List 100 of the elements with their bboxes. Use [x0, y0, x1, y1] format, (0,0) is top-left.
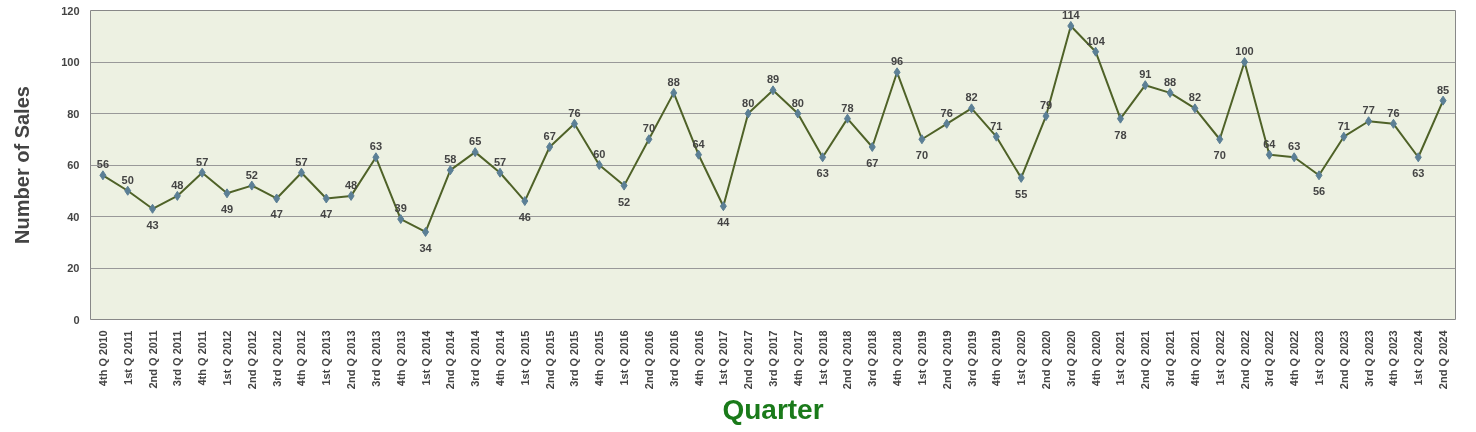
data-label: 76: [568, 106, 581, 119]
data-label: 70: [915, 149, 929, 162]
x-tick-label: 4th Q 2015: [593, 330, 606, 387]
data-label: 71: [1337, 119, 1350, 132]
x-tick-label: 2nd Q 2023: [1337, 330, 1350, 390]
data-label: 44: [717, 216, 731, 229]
x-tick-label: 4th Q 2018: [891, 330, 904, 387]
data-label: 104: [1086, 34, 1106, 47]
data-label: 55: [1015, 187, 1028, 200]
data-label: 70: [1213, 149, 1226, 162]
y-tick-label: 100: [61, 56, 80, 68]
x-tick-label: 3rd Q 2016: [667, 330, 680, 387]
y-tick-label: 20: [67, 262, 80, 274]
x-tick-label: 2nd Q 2021: [1139, 330, 1152, 390]
x-tick-label: 1st Q 2014: [419, 329, 432, 386]
data-label: 50: [121, 173, 134, 186]
x-tick-label: 3rd Q 2014: [469, 329, 482, 387]
x-tick-label: 4th Q 2013: [394, 330, 407, 387]
data-label: 57: [295, 155, 308, 168]
data-label: 78: [841, 101, 854, 114]
x-tick-label: 2nd Q 2012: [245, 330, 258, 390]
data-label: 82: [965, 91, 978, 104]
data-label: 91: [1139, 68, 1152, 81]
data-label: 63: [369, 140, 383, 153]
x-tick-label: 2nd Q 2020: [1040, 330, 1052, 390]
x-tick-label: 1st Q 2012: [221, 330, 233, 386]
y-tick-label: 80: [67, 107, 80, 120]
data-label: 78: [1114, 128, 1127, 141]
x-tick-label: 1st Q 2024: [1412, 329, 1425, 386]
data-label: 89: [766, 73, 780, 86]
data-label: 67: [543, 129, 556, 142]
x-tick-label: 2nd Q 2017: [742, 330, 755, 390]
x-tick-label: 4th Q 2016: [692, 330, 705, 387]
x-tick-label: 1st Q 2023: [1313, 330, 1325, 386]
data-label: 52: [245, 168, 258, 181]
x-tick-label: 3rd Q 2022: [1263, 330, 1276, 387]
x-tick-label: 3rd Q 2011: [171, 330, 184, 387]
data-label: 56: [1312, 185, 1326, 198]
y-axis-title: Number of Sales: [11, 86, 34, 244]
data-label: 46: [518, 211, 531, 224]
data-label: 80: [742, 96, 755, 109]
x-tick-label: 2nd Q 2019: [940, 330, 953, 390]
data-label: 43: [146, 218, 159, 231]
data-label: 49: [220, 203, 234, 216]
x-tick-label: 3rd Q 2017: [767, 330, 779, 387]
x-tick-label: 1st Q 2020: [1015, 330, 1028, 386]
data-label: 76: [940, 106, 953, 119]
data-label: 52: [617, 195, 631, 208]
x-tick-label: 3rd Q 2020: [1064, 330, 1077, 387]
x-tick-label: 4th Q 2019: [990, 330, 1003, 387]
data-label: 67: [866, 156, 879, 169]
x-tick-label: 1st Q 2021: [1114, 330, 1127, 386]
data-label: 114: [1061, 8, 1081, 21]
data-label: 100: [1235, 45, 1254, 57]
data-label: 96: [890, 55, 904, 68]
x-tick-label: 1st Q 2013: [320, 330, 333, 386]
x-tick-label: 3rd Q 2012: [270, 330, 283, 387]
data-label: 56: [96, 158, 110, 171]
data-label: 76: [1387, 106, 1400, 119]
data-label: 70: [642, 122, 656, 135]
y-tick-label: 0: [73, 313, 80, 326]
data-label: 57: [196, 155, 209, 168]
x-tick-label: 4th Q 2014: [494, 329, 506, 387]
y-tick-label: 120: [61, 4, 80, 17]
x-tick-label: 4th Q 2023: [1387, 330, 1400, 387]
x-tick-label: 2nd Q 2016: [642, 330, 655, 390]
x-tick-label: 2nd Q 2022: [1238, 330, 1251, 390]
x-tick-label: 3rd Q 2018: [866, 330, 879, 387]
x-tick-label: 4th Q 2020: [1089, 330, 1102, 387]
data-label: 71: [990, 119, 1003, 132]
x-tick-label: 1st Q 2011: [121, 330, 134, 385]
data-label: 60: [593, 148, 606, 160]
data-label: 63: [1412, 167, 1425, 180]
x-tick-label: 3rd Q 2013: [369, 330, 382, 387]
x-tick-label: 2nd Q 2014: [444, 329, 457, 390]
y-tick-label: 40: [67, 210, 80, 223]
x-tick-label: 2nd Q 2011: [146, 330, 159, 389]
x-tick-label: 1st Q 2019: [915, 330, 928, 386]
x-tick-label: 3rd Q 2021: [1164, 330, 1177, 387]
data-label: 77: [1362, 104, 1375, 117]
x-tick-label: 2nd Q 2024: [1437, 329, 1450, 390]
data-label: 88: [667, 75, 680, 88]
x-tick-label: 2nd Q 2013: [345, 330, 358, 390]
x-tick-label: 4th Q 2017: [791, 330, 804, 387]
x-axis-title: Quarter: [722, 394, 824, 426]
data-label: 48: [171, 178, 184, 191]
data-label: 34: [419, 241, 433, 254]
data-label: 63: [816, 167, 829, 180]
data-label: 57: [493, 155, 507, 168]
x-tick-label: 4th Q 2011: [196, 330, 209, 386]
x-tick-label: 3rd Q 2023: [1362, 330, 1375, 387]
data-label: 58: [444, 153, 457, 166]
x-tick-label: 1st Q 2017: [717, 330, 730, 386]
x-tick-label: 4th Q 2022: [1288, 330, 1301, 387]
data-label: 88: [1163, 75, 1177, 88]
x-tick-label: 3rd Q 2019: [965, 330, 978, 387]
data-label: 63: [1288, 140, 1301, 153]
data-label: 82: [1188, 91, 1202, 104]
y-tick-label: 60: [67, 159, 80, 171]
x-tick-label: 4th Q 2012: [295, 330, 308, 387]
